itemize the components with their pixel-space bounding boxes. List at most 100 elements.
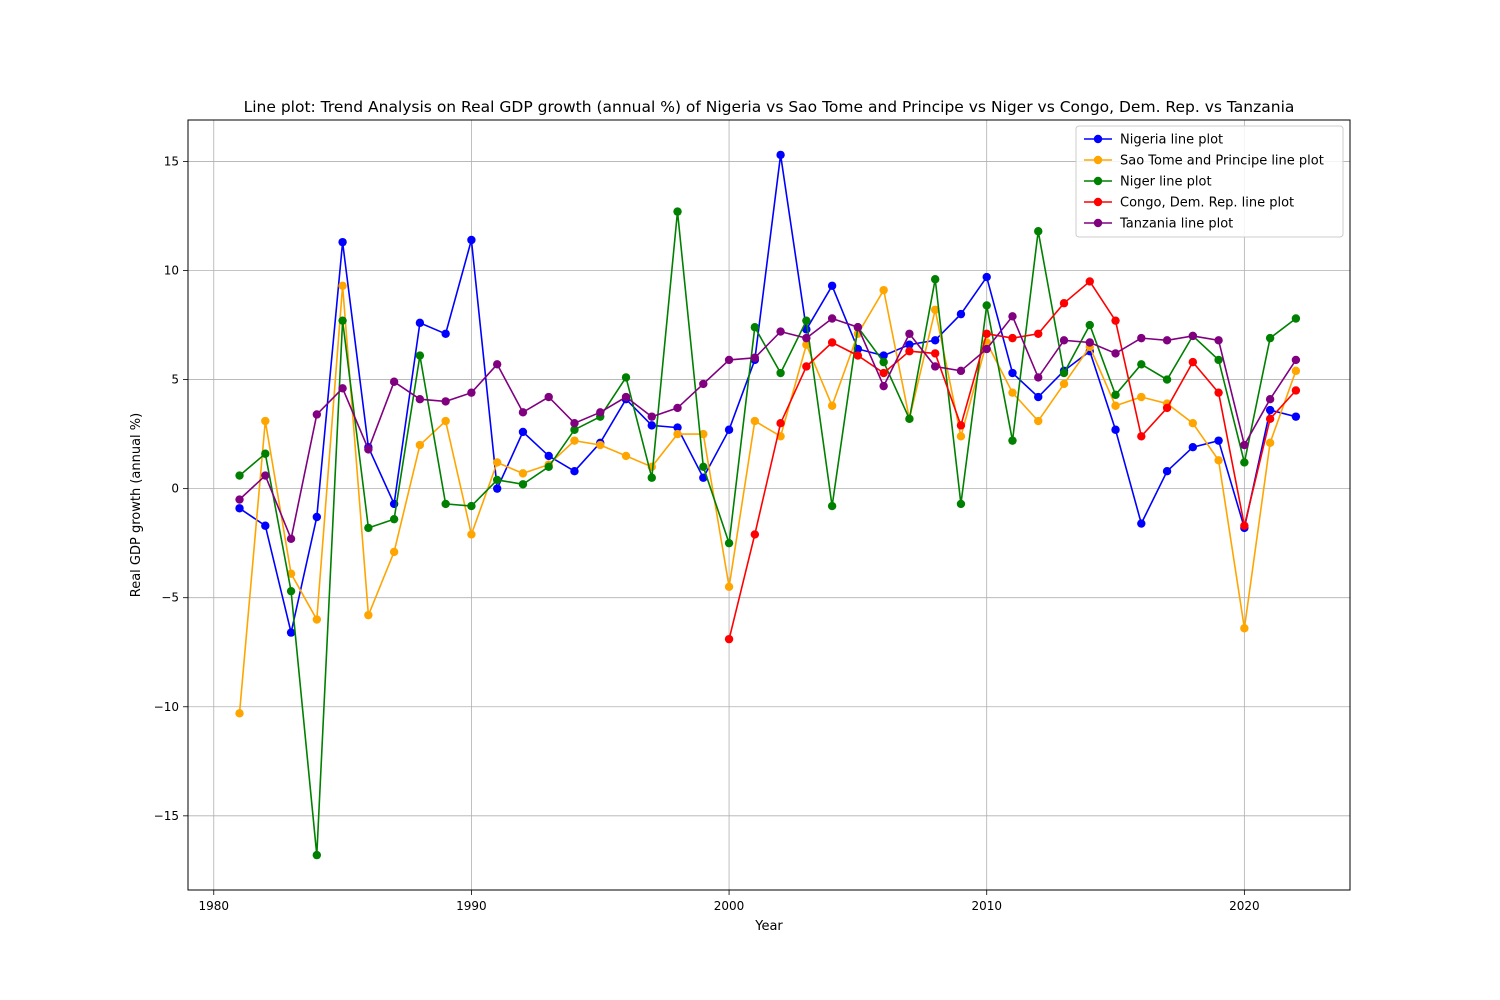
data-point	[673, 429, 682, 439]
data-point	[467, 388, 476, 397]
data-point	[596, 440, 605, 450]
data-point	[544, 451, 553, 461]
y-tick-label: −15	[154, 809, 179, 823]
data-point	[492, 458, 502, 467]
data-point	[827, 501, 837, 511]
data-point	[1162, 466, 1172, 476]
data-point	[312, 615, 322, 624]
data-point	[261, 449, 270, 458]
data-point	[235, 709, 244, 718]
data-point	[338, 384, 347, 393]
data-point	[776, 419, 785, 428]
data-point	[1137, 392, 1146, 402]
data-point	[544, 462, 553, 472]
data-point	[802, 333, 811, 343]
data-point	[1214, 456, 1223, 465]
data-point	[956, 499, 966, 509]
data-point	[1162, 375, 1172, 384]
data-point	[467, 235, 476, 245]
data-point	[647, 473, 656, 482]
data-point	[956, 366, 966, 376]
data-point	[389, 377, 399, 386]
axes: 1980 1990 2000 2010 2020 −15 −10 −5 0 5 10 15	[154, 154, 1260, 913]
data-point	[596, 408, 605, 417]
data-point	[1034, 416, 1043, 426]
data-point	[930, 336, 940, 345]
data-point	[364, 445, 373, 454]
data-point	[1265, 405, 1275, 415]
data-point	[286, 586, 296, 596]
data-point	[441, 329, 450, 338]
data-point	[1188, 331, 1198, 341]
data-point	[415, 318, 425, 328]
data-point	[1291, 412, 1301, 421]
legend-label: Niger line plot	[1120, 175, 1212, 190]
data-point	[621, 392, 631, 402]
data-point	[750, 353, 760, 362]
data-point	[699, 462, 708, 472]
data-point	[338, 316, 347, 325]
data-point	[647, 421, 656, 430]
y-tick-label: 15	[164, 154, 179, 168]
data-point	[544, 392, 553, 402]
data-point	[673, 207, 682, 216]
data-point	[261, 471, 270, 480]
data-point	[1034, 329, 1043, 338]
data-point	[982, 301, 991, 310]
data-point	[492, 475, 502, 485]
data-point	[905, 414, 914, 424]
data-point	[1240, 440, 1249, 450]
data-point	[724, 425, 734, 434]
data-point	[1162, 403, 1172, 413]
data-point	[570, 466, 579, 476]
data-point	[879, 381, 888, 391]
legend-item: Niger line plot	[1084, 175, 1212, 190]
legend-marker	[1093, 155, 1103, 165]
data-point	[1059, 379, 1069, 389]
data-point	[956, 432, 966, 441]
data-point	[1291, 314, 1301, 323]
x-tick-label: 2000	[714, 899, 745, 913]
data-point	[338, 237, 347, 247]
data-point	[1034, 392, 1043, 402]
data-point	[1137, 333, 1146, 343]
data-point	[570, 419, 579, 428]
data-point	[1111, 316, 1120, 325]
data-point	[1188, 357, 1198, 367]
series-line	[239, 154, 1297, 633]
data-point	[621, 373, 631, 382]
data-point	[570, 436, 579, 445]
series-line	[238, 314, 1297, 542]
data-point	[1162, 336, 1172, 345]
legend-item: Congo, Dem. Rep. line plot	[1084, 196, 1294, 211]
data-point	[1085, 338, 1094, 347]
data-point	[235, 504, 244, 513]
data-point	[982, 344, 991, 354]
legend-marker	[1093, 176, 1103, 186]
data-point	[1188, 419, 1198, 428]
data-point	[776, 150, 785, 160]
data-point	[1137, 360, 1146, 369]
data-point	[1291, 366, 1301, 376]
legend-item: Tanzania line plot	[1084, 217, 1233, 232]
legend-box	[1075, 125, 1344, 238]
data-point	[570, 425, 579, 434]
legend: Nigeria line plot Sao Tome and Principe l…	[1075, 125, 1344, 238]
data-point	[1008, 388, 1017, 397]
data-point	[802, 362, 811, 371]
data-point	[750, 530, 760, 539]
legend-marker	[1093, 134, 1103, 144]
data-point	[1240, 624, 1249, 633]
data-point	[982, 272, 991, 282]
data-point	[261, 416, 270, 426]
data-point	[1291, 386, 1301, 395]
data-point	[905, 340, 914, 349]
data-point	[827, 338, 837, 347]
data-point	[1111, 425, 1120, 434]
legend-label: Congo, Dem. Rep. line plot	[1120, 196, 1294, 211]
data-point	[853, 323, 863, 332]
data-point	[1111, 349, 1120, 358]
data-point	[338, 281, 347, 290]
data-point	[364, 610, 373, 620]
